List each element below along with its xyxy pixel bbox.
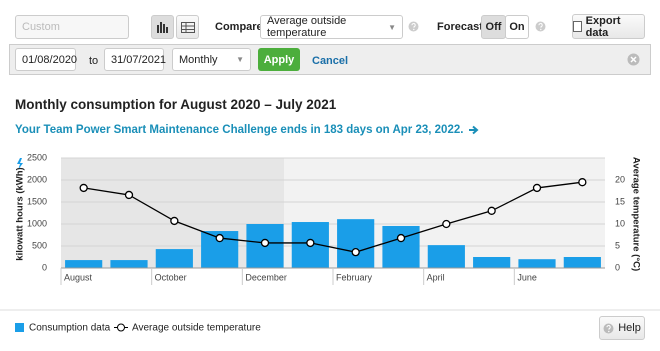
bar xyxy=(518,259,556,268)
bar xyxy=(155,249,193,268)
y2-axis-title: Average temperature (°C) xyxy=(630,157,641,271)
banner-text: Your Team Power Smart Maintenance Challe… xyxy=(15,124,464,136)
forecast-on[interactable]: On xyxy=(505,15,529,39)
info-icon[interactable] xyxy=(535,21,546,32)
range-select[interactable]: Custom xyxy=(15,15,129,39)
bar xyxy=(563,257,601,268)
help-icon xyxy=(603,323,614,333)
bar xyxy=(382,225,420,268)
point xyxy=(260,238,270,248)
period-select[interactable]: Monthly ▼ xyxy=(172,48,251,71)
point xyxy=(215,233,224,243)
apply-button[interactable]: Apply xyxy=(258,48,300,71)
table-view-button[interactable] xyxy=(176,15,199,39)
help-text: Help xyxy=(618,322,641,334)
legend-swatch xyxy=(117,323,125,332)
line xyxy=(83,181,583,253)
cancel-link[interactable]: Cancel xyxy=(312,55,349,67)
forecast-label: Forecast xyxy=(437,21,483,33)
to-input[interactable]: 31/07/2021 xyxy=(104,48,166,71)
y-axis-title: kilowatt hours (kWh) xyxy=(15,167,26,260)
x-tick-label: December xyxy=(245,272,287,282)
point xyxy=(442,219,451,229)
point xyxy=(532,183,542,193)
y-tick-label: 1500 xyxy=(27,196,47,206)
point xyxy=(170,216,179,226)
bar xyxy=(65,260,103,268)
point xyxy=(351,248,360,257)
help-button[interactable]: Help xyxy=(599,316,645,340)
compare-select-text: Average outside temperature xyxy=(267,15,347,39)
x-tick-label: April xyxy=(427,272,445,282)
point xyxy=(124,190,134,200)
bar xyxy=(110,260,148,268)
y-tick-label: 1000 xyxy=(27,218,47,228)
legend-swatch xyxy=(15,323,24,332)
x-tick-label: February xyxy=(336,272,373,282)
close-icon[interactable] xyxy=(627,53,640,66)
y2-tick-label: 15 xyxy=(615,196,625,206)
legend-label: Average outside temperature xyxy=(132,323,261,334)
export-text: Export data xyxy=(585,14,621,39)
point xyxy=(306,238,315,248)
to-label: to xyxy=(89,55,99,67)
forecast-off[interactable]: Off xyxy=(481,15,506,39)
info-icon[interactable] xyxy=(408,21,419,32)
y2-tick-label: 20 xyxy=(615,174,625,184)
table-icon xyxy=(180,21,195,33)
period-text: Monthly xyxy=(179,53,218,66)
y2-tick-label: 0 xyxy=(615,262,620,272)
bar xyxy=(427,245,465,268)
point xyxy=(487,206,496,215)
y2-tick-label: 5 xyxy=(615,240,620,250)
legend-label: Consumption data xyxy=(29,323,111,334)
bar-icon xyxy=(156,21,168,33)
arrow-icon xyxy=(469,125,479,135)
y-tick-label: 0 xyxy=(42,262,47,272)
bar xyxy=(337,219,375,268)
energy-icon xyxy=(17,158,23,170)
banner-link[interactable]: Your Team Power Smart Maintenance Challe… xyxy=(15,124,479,136)
caret: ▼ xyxy=(236,55,244,64)
export-button[interactable]: Export data xyxy=(572,14,645,39)
from-input[interactable]: 01/08/2020 xyxy=(15,48,77,71)
x-tick-label: August xyxy=(64,272,93,282)
point xyxy=(396,233,406,243)
x-tick-label: October xyxy=(155,272,187,282)
caret: ▼ xyxy=(388,22,396,32)
chart-view-button[interactable] xyxy=(151,15,174,39)
range-select-text: Custom xyxy=(22,21,60,33)
y-tick-label: 2500 xyxy=(27,152,47,162)
x-tick-label: June xyxy=(517,272,537,282)
bar xyxy=(473,257,511,268)
export-icon xyxy=(573,21,582,32)
y2-tick-label: 10 xyxy=(615,218,625,228)
point xyxy=(578,178,587,187)
compare-label: Compare xyxy=(215,21,263,33)
point xyxy=(79,183,88,193)
heading: Monthly consumption for August 2020 – Ju… xyxy=(15,97,337,112)
compare-select[interactable]: Average outside temperature ▼ xyxy=(260,15,403,39)
y-tick-label: 500 xyxy=(32,240,47,250)
y-tick-label: 2000 xyxy=(27,174,47,184)
